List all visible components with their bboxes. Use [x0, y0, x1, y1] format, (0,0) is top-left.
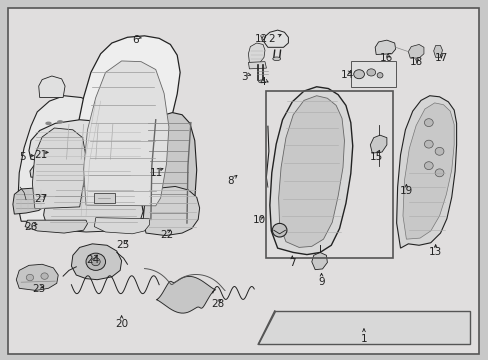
Bar [266, 91, 392, 258]
Text: 23: 23 [32, 284, 45, 294]
Polygon shape [16, 264, 58, 291]
Text: 3: 3 [241, 72, 248, 82]
Polygon shape [83, 61, 168, 206]
Polygon shape [13, 188, 47, 214]
Ellipse shape [434, 169, 443, 177]
Ellipse shape [46, 122, 51, 125]
Polygon shape [374, 40, 395, 54]
Polygon shape [248, 43, 264, 62]
Text: 21: 21 [34, 150, 47, 160]
Ellipse shape [86, 253, 105, 270]
Ellipse shape [26, 274, 34, 281]
Polygon shape [269, 87, 352, 255]
Ellipse shape [366, 69, 375, 76]
Text: 9: 9 [318, 277, 324, 287]
Text: 14: 14 [340, 70, 354, 80]
Text: 27: 27 [34, 194, 47, 204]
Ellipse shape [434, 147, 443, 155]
Text: 10: 10 [253, 215, 266, 225]
Ellipse shape [91, 258, 100, 266]
Polygon shape [71, 244, 122, 280]
Text: 20: 20 [115, 319, 128, 329]
Polygon shape [39, 76, 65, 98]
Text: 4: 4 [259, 77, 265, 87]
Polygon shape [369, 135, 386, 153]
Polygon shape [156, 276, 215, 313]
Text: 7: 7 [288, 258, 295, 268]
Bar [94, 193, 115, 203]
Text: 2: 2 [267, 34, 274, 44]
Text: 13: 13 [428, 247, 441, 257]
Ellipse shape [272, 57, 280, 60]
Text: 25: 25 [117, 240, 130, 250]
Ellipse shape [424, 119, 432, 127]
Polygon shape [402, 103, 453, 239]
Bar [350, 60, 395, 87]
Text: 12: 12 [255, 34, 268, 44]
Polygon shape [43, 185, 143, 232]
Text: 5: 5 [19, 152, 26, 162]
Polygon shape [30, 163, 136, 179]
Text: 19: 19 [399, 186, 412, 197]
Polygon shape [32, 128, 86, 209]
Polygon shape [143, 186, 199, 235]
Polygon shape [25, 220, 87, 233]
Polygon shape [94, 218, 149, 234]
Ellipse shape [258, 80, 264, 83]
Text: 24: 24 [86, 255, 99, 265]
Polygon shape [29, 120, 144, 165]
Polygon shape [311, 252, 327, 270]
Text: 28: 28 [211, 299, 224, 309]
Text: 22: 22 [160, 230, 174, 239]
Polygon shape [396, 96, 456, 248]
Text: 11: 11 [149, 168, 163, 178]
Ellipse shape [376, 73, 382, 78]
Ellipse shape [353, 70, 364, 79]
Polygon shape [407, 44, 423, 58]
Ellipse shape [41, 273, 48, 279]
Text: 18: 18 [409, 57, 423, 67]
Text: 26: 26 [24, 222, 37, 232]
Ellipse shape [424, 140, 432, 148]
Polygon shape [264, 30, 288, 47]
Polygon shape [433, 45, 442, 57]
Ellipse shape [272, 224, 286, 237]
Text: 1: 1 [360, 333, 366, 343]
Text: 16: 16 [379, 53, 392, 63]
Polygon shape [141, 113, 196, 226]
Polygon shape [248, 62, 266, 69]
Text: 17: 17 [434, 53, 447, 63]
Polygon shape [258, 311, 469, 344]
Text: 8: 8 [227, 176, 234, 186]
Polygon shape [18, 96, 104, 221]
Polygon shape [278, 96, 344, 247]
Text: 6: 6 [132, 35, 139, 45]
Polygon shape [73, 36, 180, 219]
Ellipse shape [58, 121, 62, 123]
Ellipse shape [424, 162, 432, 170]
Text: 15: 15 [369, 152, 383, 162]
